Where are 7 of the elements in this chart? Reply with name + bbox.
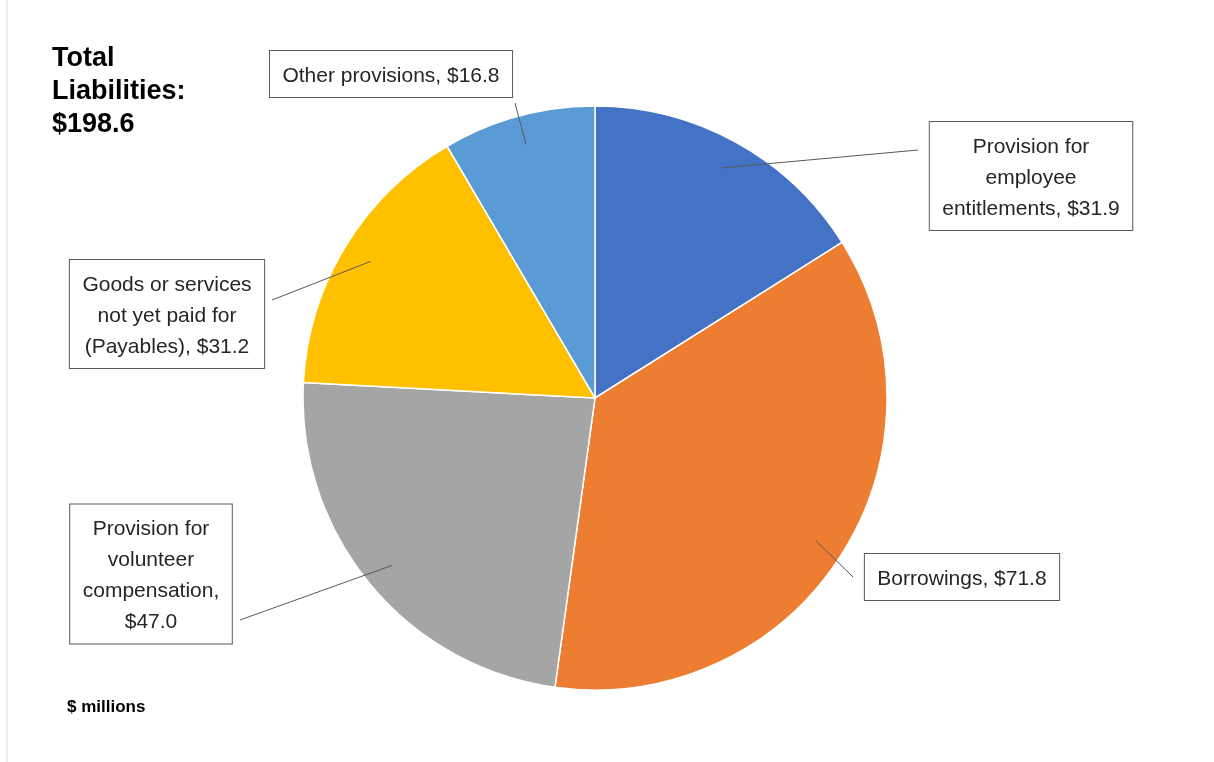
slice-label: Provision for volunteer compensation, $47.0: [82, 516, 220, 632]
text: $ millions: [67, 697, 146, 716]
slice-label: Other provisions, $16.8: [282, 62, 500, 86]
slice-label: Goods or services not yet paid for (Payables), $31.2: [82, 271, 252, 357]
slice-label: Borrowings, $71.8: [877, 565, 1047, 589]
chart-title: Total Liabilities: $198.6: [52, 42, 186, 138]
slice-label: Provision for employee entitlements, $31.9: [942, 133, 1120, 219]
